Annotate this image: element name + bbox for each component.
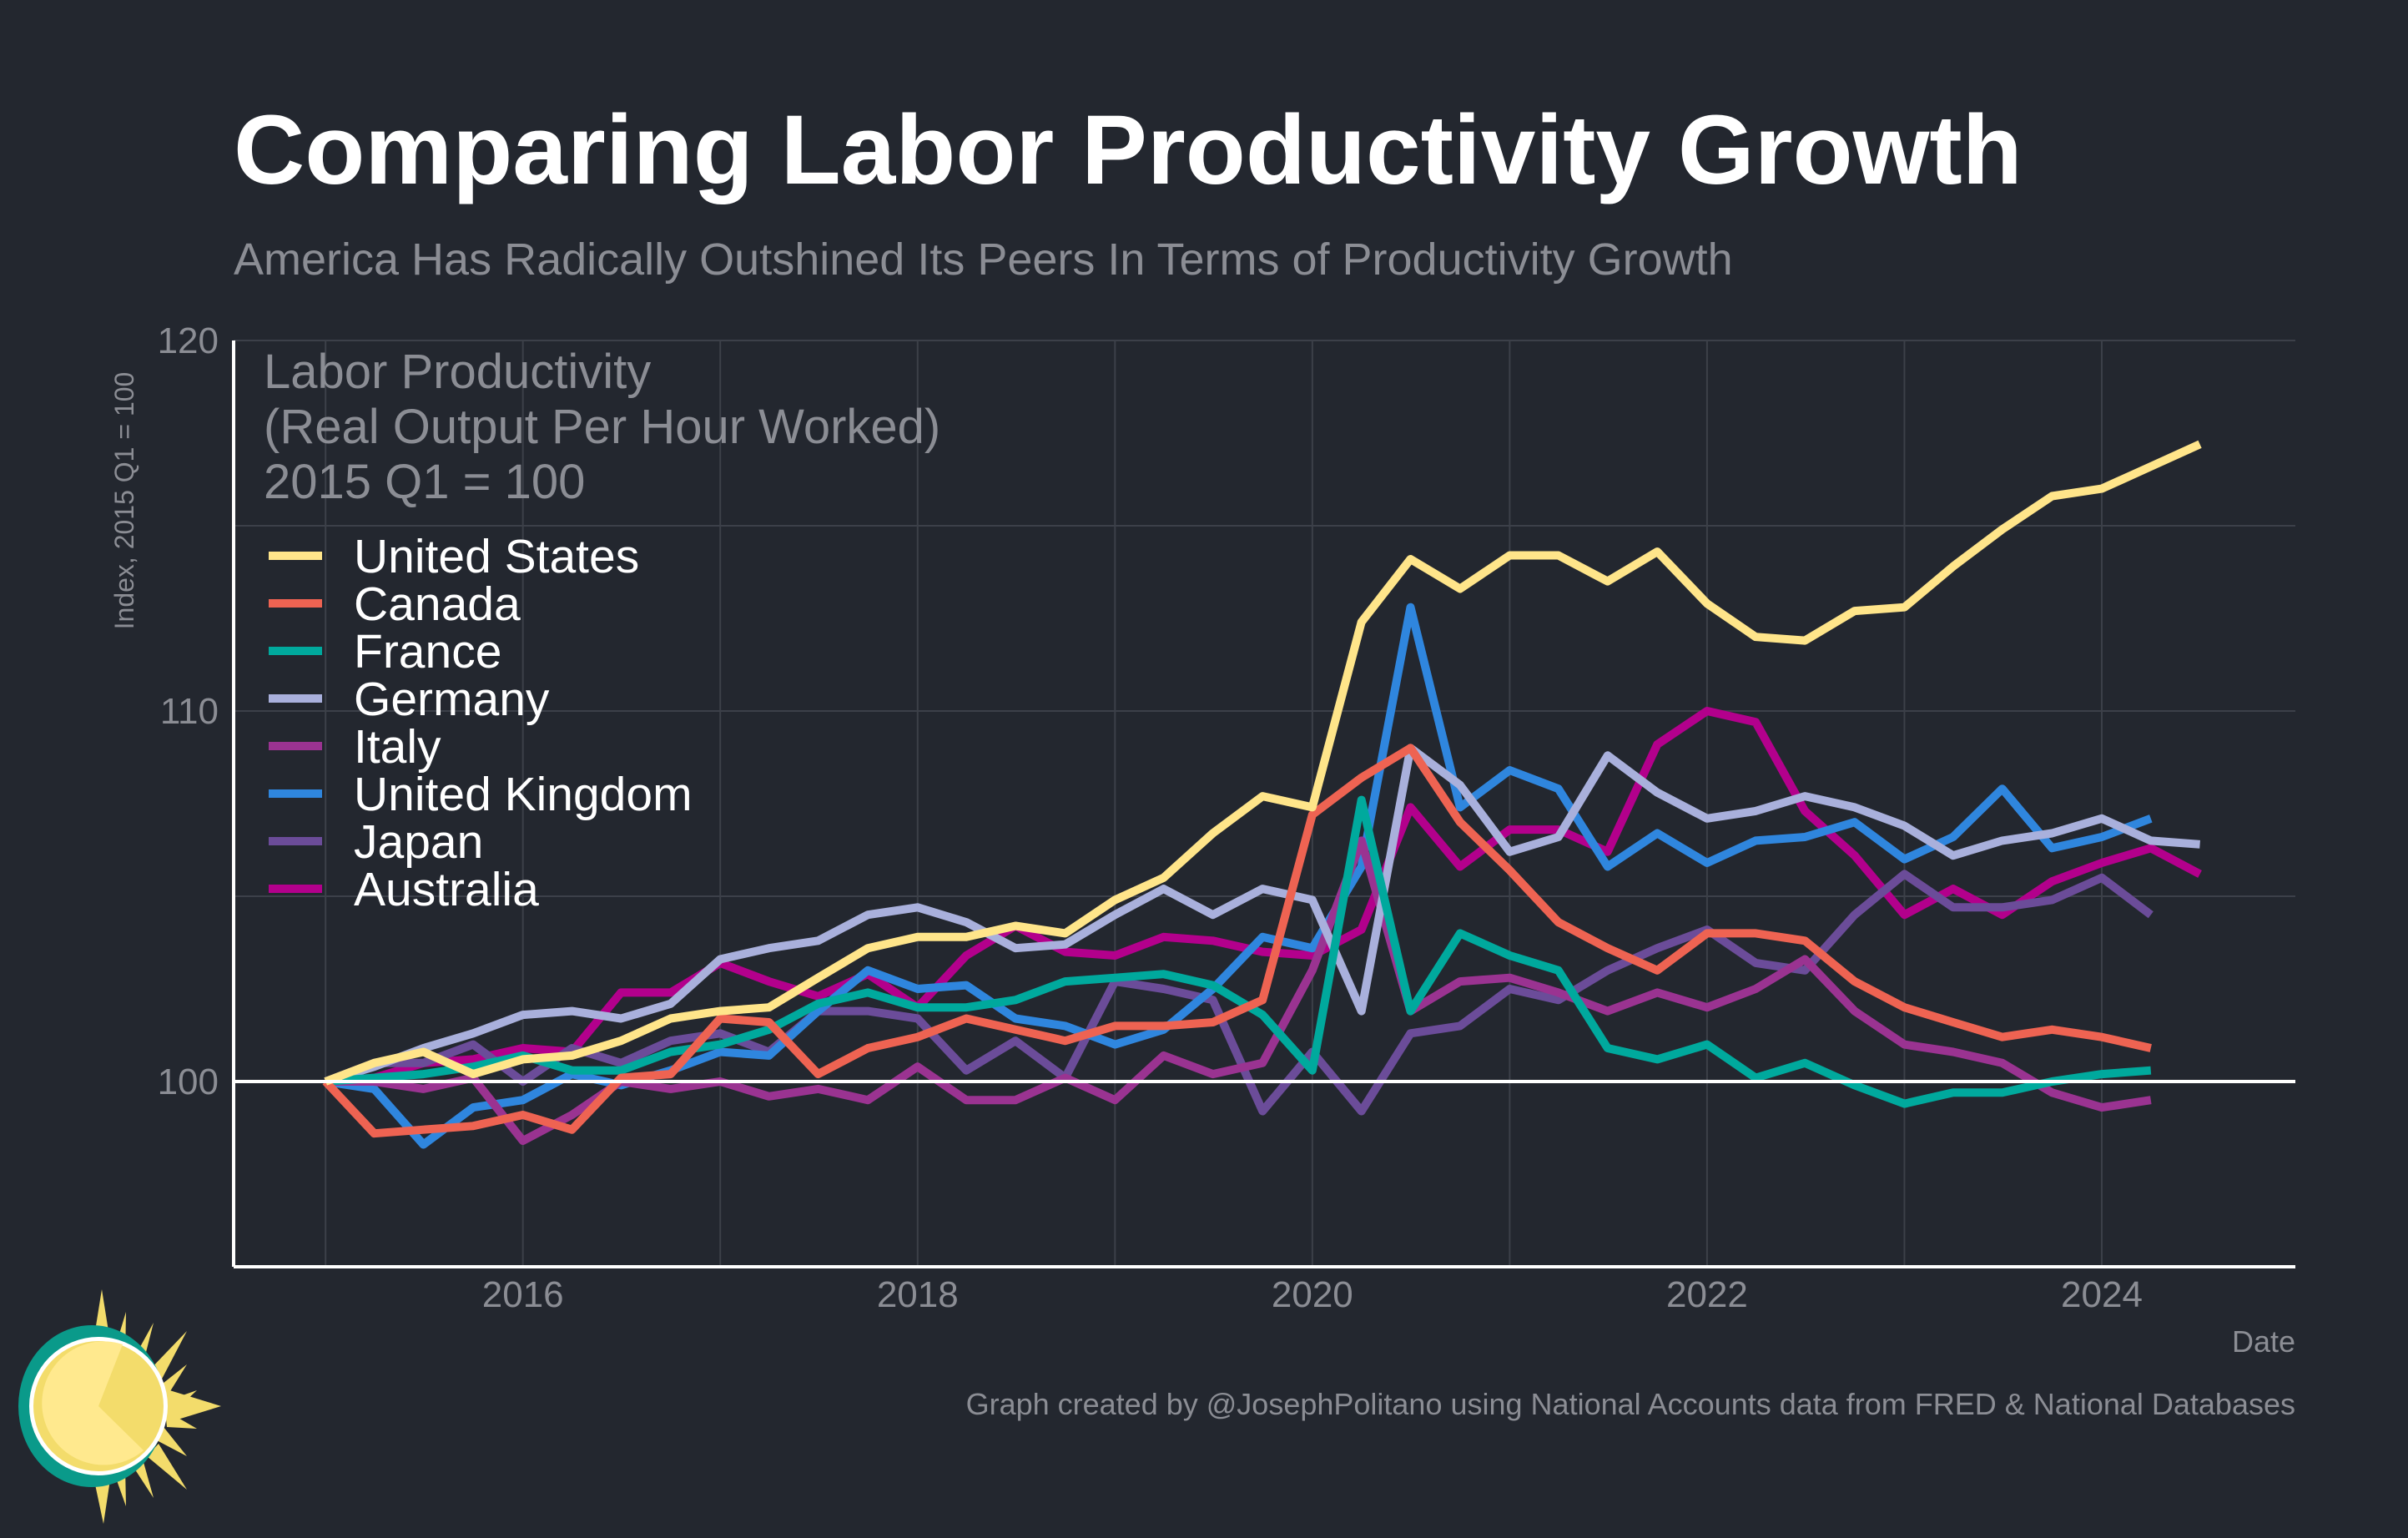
legend-item: United Kingdom	[269, 768, 693, 821]
legend-label: United Kingdom	[354, 768, 693, 821]
legend-swatch	[269, 885, 322, 893]
legend-item: United States	[269, 530, 639, 583]
tick-labels: 100 110 120 2016 2018 2020 2022 2024	[158, 320, 2143, 1315]
legend-swatch	[269, 837, 322, 845]
legend-item: Italy	[269, 720, 441, 774]
y-tick-label: 110	[160, 691, 219, 732]
annotation-line-1: Labor Productivity	[264, 345, 651, 399]
legend: United StatesCanadaFranceGermanyItalyUni…	[269, 530, 693, 916]
series-line-japan	[324, 870, 2154, 1116]
legend-swatch	[269, 694, 322, 703]
x-tick-label: 2020	[1272, 1274, 1353, 1315]
x-tick-label: 2018	[877, 1274, 959, 1315]
legend-label: United States	[354, 530, 639, 583]
annotation-line-3: 2015 Q1 = 100	[264, 455, 585, 509]
legend-label: Australia	[354, 863, 539, 916]
legend-label: Canada	[354, 577, 521, 631]
legend-swatch	[269, 647, 322, 655]
x-tick-label: 2022	[1666, 1274, 1748, 1315]
series-line-germany	[324, 744, 2200, 1086]
legend-label: Japan	[354, 815, 483, 869]
legend-swatch	[269, 552, 322, 560]
legend-label: Germany	[354, 673, 550, 726]
grid-lines	[234, 340, 2295, 1267]
axes	[232, 340, 2295, 1268]
chart-title: Comparing Labor Productivity Growth	[234, 95, 2023, 205]
legend-label: Italy	[354, 720, 441, 774]
series-line-united-states	[324, 440, 2202, 1086]
legend-item: Canada	[269, 577, 521, 631]
legend-item: France	[269, 625, 501, 678]
y-tick-label: 120	[158, 320, 219, 361]
sun-logo-icon	[18, 1289, 221, 1524]
chart-annotation: Labor Productivity (Real Output Per Hour…	[264, 345, 940, 509]
legend-item: Germany	[269, 673, 550, 726]
y-axis-label: Index, 2015 Q1 = 100	[109, 372, 139, 630]
legend-item: Australia	[269, 863, 539, 916]
legend-swatch	[269, 789, 322, 798]
x-tick-label: 2016	[482, 1274, 564, 1315]
legend-item: Japan	[269, 815, 483, 869]
legend-swatch	[269, 742, 322, 750]
legend-label: France	[354, 625, 501, 678]
legend-swatch	[269, 599, 322, 608]
series-line-australia	[325, 707, 2202, 1086]
footer-credit: Graph created by @JosephPolitano using N…	[965, 1387, 2295, 1421]
y-tick-label: 100	[158, 1061, 219, 1102]
chart-subtitle: America Has Radically Outshined Its Peer…	[234, 234, 1733, 285]
x-axis-label: Date	[2232, 1324, 2295, 1359]
series-line-canada	[322, 744, 2152, 1138]
x-tick-label: 2024	[2061, 1274, 2143, 1315]
annotation-line-2: (Real Output Per Hour Worked)	[264, 400, 940, 454]
